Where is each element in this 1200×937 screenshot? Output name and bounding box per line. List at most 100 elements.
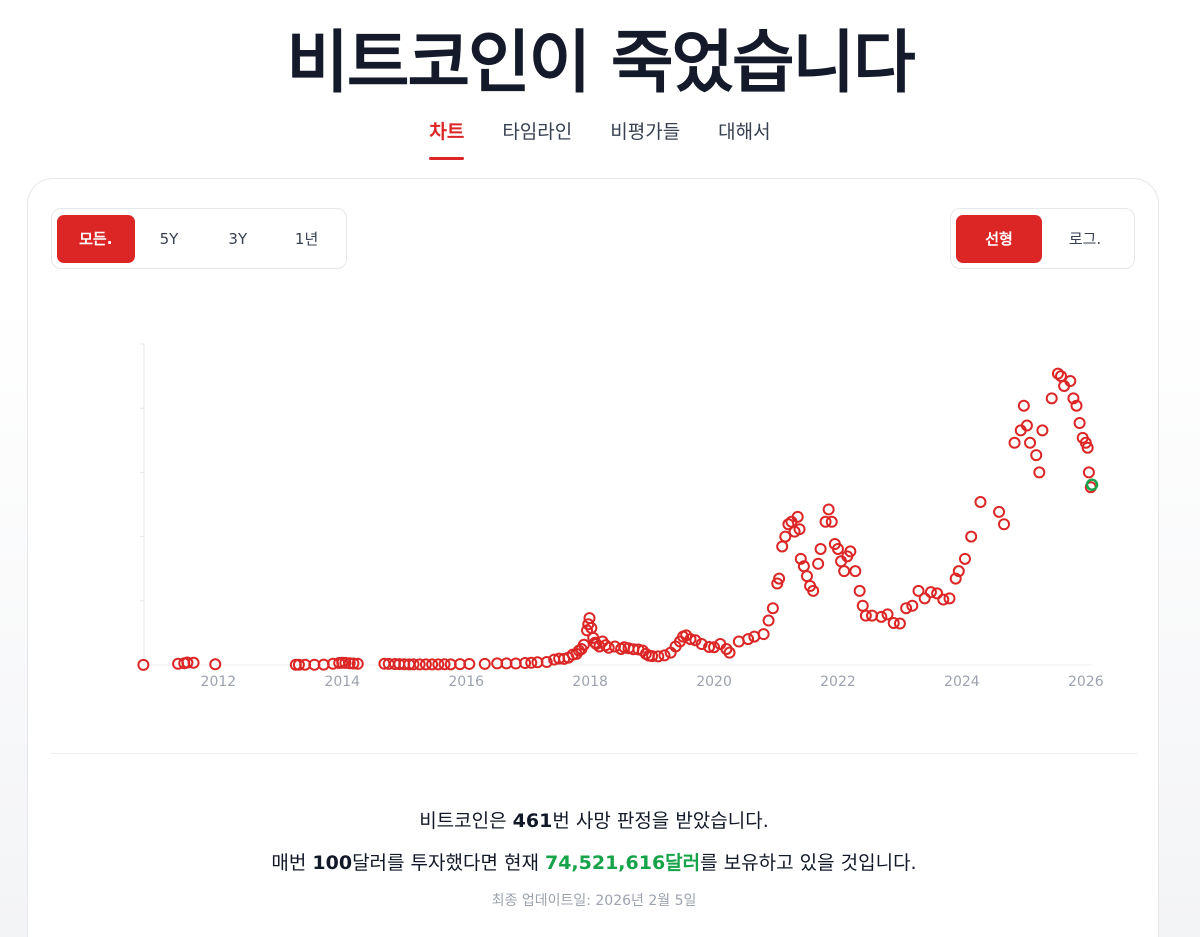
price-point <box>791 510 804 523</box>
price-point <box>181 656 194 669</box>
site-title: 비트코인이 죽었습니다 <box>286 24 915 103</box>
price-point <box>583 612 596 625</box>
price-point <box>478 657 491 670</box>
x-tick-label: 2012 <box>201 674 237 690</box>
price-point <box>1064 375 1077 388</box>
price-point <box>658 649 671 662</box>
price-point <box>937 593 950 606</box>
price-point <box>695 638 708 651</box>
price-point <box>757 628 770 641</box>
price-point <box>1081 441 1094 454</box>
price-point <box>602 641 615 654</box>
price-point <box>782 518 795 531</box>
price-point <box>793 523 806 536</box>
price-point <box>875 610 888 623</box>
price-point <box>779 530 792 543</box>
price-point <box>742 633 755 646</box>
price-point <box>762 614 775 627</box>
scale-linear-button[interactable]: 선형 <box>956 214 1042 263</box>
nav-tab-about[interactable]: 대해서 <box>718 121 771 143</box>
price-point <box>849 565 862 578</box>
x-tick-label: 2016 <box>448 674 484 690</box>
range-1y-button[interactable]: 1년 <box>294 230 319 248</box>
price-point <box>339 656 352 669</box>
price-point <box>703 640 716 653</box>
latest-price-point <box>1085 478 1099 491</box>
x-tick-label: 2014 <box>324 674 360 690</box>
price-point <box>766 602 779 615</box>
range-3y-button[interactable]: 3Y <box>228 229 248 248</box>
price-point <box>1008 436 1021 449</box>
price-point <box>814 542 827 555</box>
price-point <box>684 633 697 646</box>
price-point <box>1033 466 1046 479</box>
price-point <box>844 545 857 558</box>
price-point <box>998 518 1011 531</box>
price-point <box>924 586 937 599</box>
price-point <box>819 515 832 528</box>
price-point <box>993 505 1006 518</box>
price-point <box>463 657 476 670</box>
nav-tab-timeline[interactable]: 타임라인 <box>502 121 573 143</box>
current-value: 74,521,616달러 <box>544 852 701 874</box>
price-point <box>1045 392 1058 405</box>
price-point <box>856 599 869 612</box>
price-point <box>807 584 820 597</box>
price-point <box>1020 419 1033 432</box>
price-point <box>1082 466 1095 479</box>
scale-log-button[interactable]: 로그. <box>1068 230 1102 248</box>
time-range-selector: 모든. 5Y 3Y 1년 <box>51 208 347 269</box>
price-point <box>419 658 432 671</box>
price-point <box>906 599 919 612</box>
price-chart-svg: 2012 2014 2016 2018 2020 2022 2024 2026 <box>137 343 1104 690</box>
price-point <box>776 540 789 553</box>
price-point <box>974 496 987 509</box>
price-point <box>800 570 813 583</box>
summary-line2-suffix: 를 보유하고 있을 것입니다. <box>700 852 917 874</box>
price-point <box>965 530 978 543</box>
price-point <box>137 658 150 671</box>
summary-line1-prefix: 비트코인은 <box>419 810 513 832</box>
price-point <box>893 617 906 630</box>
price-point <box>723 646 736 659</box>
price-point <box>432 658 445 671</box>
price-point <box>773 572 786 585</box>
price-point <box>347 657 360 670</box>
price-point <box>292 658 305 671</box>
price-point <box>708 641 721 654</box>
price-point <box>351 657 364 670</box>
price-point <box>952 565 965 578</box>
price-point <box>1051 367 1064 380</box>
nav-tab-critics[interactable]: 비평가들 <box>610 121 681 143</box>
price-point <box>859 609 872 622</box>
price-point <box>853 584 866 597</box>
range-5y-button[interactable]: 5Y <box>159 229 179 248</box>
nav-tab-chart[interactable]: 차트 <box>410 118 483 160</box>
x-tick-label: 2026 <box>1068 674 1104 690</box>
price-point <box>343 657 356 670</box>
price-point <box>407 658 420 671</box>
death-count: 461 <box>512 810 553 832</box>
price-point <box>519 657 532 670</box>
x-tick-label: 2022 <box>820 674 856 690</box>
price-point <box>949 572 962 585</box>
scale-selector: 선형 로그. <box>950 208 1135 269</box>
x-tick-label: 2024 <box>944 674 980 690</box>
price-point <box>912 584 925 597</box>
price-point <box>1070 399 1083 412</box>
main-nav: 차트 타임라인 비평가들 대해서 <box>0 118 1200 160</box>
summary-line2-middle: 달러를 투자했다면 현재 <box>352 852 545 874</box>
price-point <box>794 552 807 565</box>
price-point <box>1017 399 1030 412</box>
price-point <box>831 542 844 555</box>
price-point <box>525 656 538 669</box>
price-point <box>646 650 659 663</box>
price-point <box>438 658 451 671</box>
chart-card: 모든. 5Y 3Y 1년 선형 로그. 2012 2014 2016 2018 2020… <box>27 178 1159 937</box>
range-all-button[interactable]: 모든. <box>57 214 135 263</box>
price-point <box>812 557 825 570</box>
price-point <box>187 656 200 669</box>
price-point <box>652 650 665 663</box>
price-point <box>1036 424 1049 437</box>
price-chart[interactable]: 2012 2014 2016 2018 2020 2022 2024 2026 <box>28 319 1160 719</box>
